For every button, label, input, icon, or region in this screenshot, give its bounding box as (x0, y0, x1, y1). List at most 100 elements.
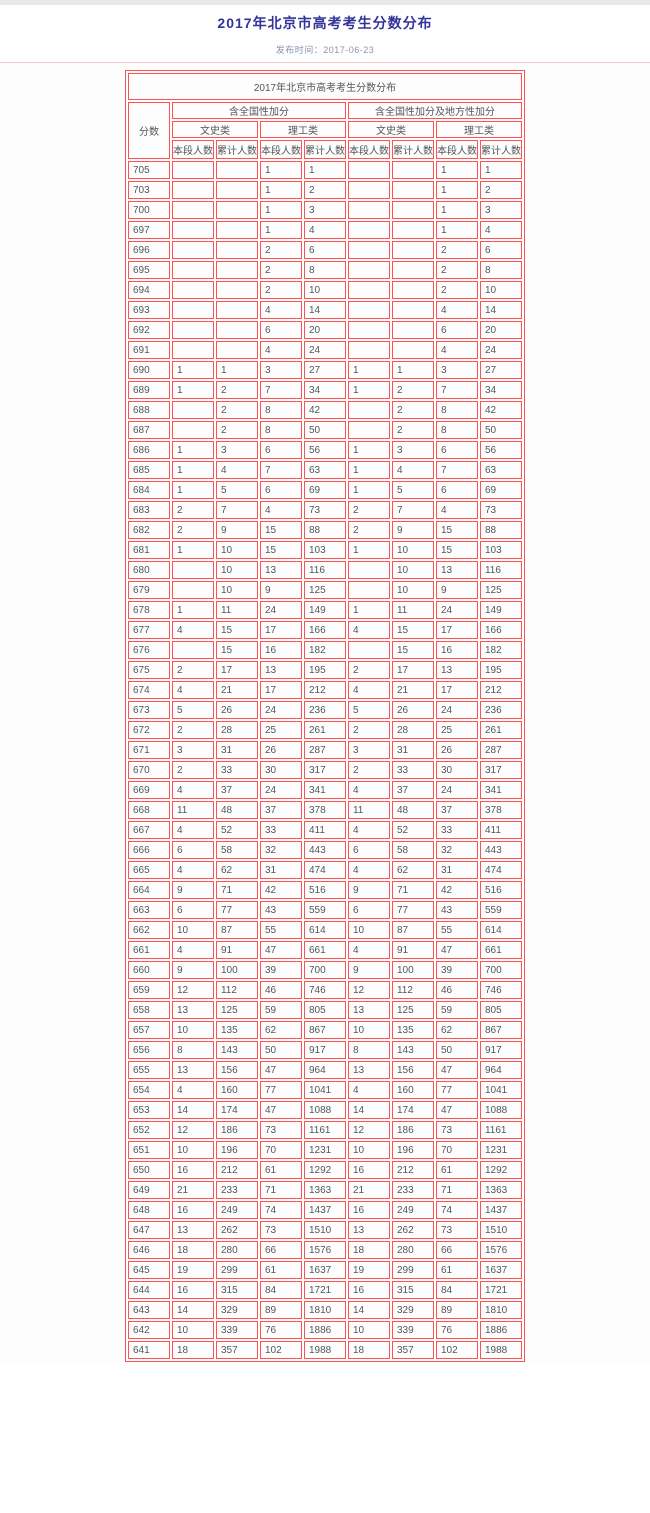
value-cell (171, 181, 214, 199)
value-cell: 10 (215, 581, 258, 599)
value-cell: 7 (435, 381, 478, 399)
value-cell: 20 (303, 321, 346, 339)
value-cell: 156 (391, 1061, 434, 1079)
value-cell: 317 (479, 761, 523, 779)
table-row: 665 4 62 31 474 4 62 31 474 (127, 861, 523, 879)
value-cell: 196 (215, 1141, 258, 1159)
score-cell: 700 (127, 201, 170, 219)
value-cell (391, 221, 434, 239)
value-cell: 1 (171, 481, 214, 499)
value-cell: 7 (391, 501, 434, 519)
value-cell: 16 (171, 1201, 214, 1219)
value-cell: 614 (479, 921, 523, 939)
value-cell: 3 (303, 201, 346, 219)
value-cell: 16 (171, 1161, 214, 1179)
value-cell: 17 (435, 681, 478, 699)
page-title: 2017年北京市高考考生分数分布 (217, 15, 433, 31)
table-row: 693 4 14 4 14 (127, 301, 523, 319)
value-cell: 27 (479, 361, 523, 379)
value-cell: 4 (259, 301, 302, 319)
value-cell: 339 (391, 1321, 434, 1339)
value-cell: 26 (391, 701, 434, 719)
score-cell: 649 (127, 1181, 170, 1199)
value-cell: 11 (171, 801, 214, 819)
value-cell (215, 301, 258, 319)
value-cell: 24 (259, 701, 302, 719)
value-cell: 24 (435, 701, 478, 719)
value-cell: 1 (347, 441, 390, 459)
value-cell: 1161 (303, 1121, 346, 1139)
value-cell: 1041 (479, 1081, 523, 1099)
score-cell: 703 (127, 181, 170, 199)
value-cell: 15 (391, 641, 434, 659)
value-cell (171, 561, 214, 579)
score-cell: 670 (127, 761, 170, 779)
value-cell: 160 (215, 1081, 258, 1099)
value-cell: 87 (391, 921, 434, 939)
value-cell: 341 (303, 781, 346, 799)
value-cell: 700 (303, 961, 346, 979)
value-cell (215, 261, 258, 279)
value-cell: 17 (391, 661, 434, 679)
value-cell: 6 (347, 901, 390, 919)
value-cell: 4 (171, 861, 214, 879)
value-cell: 1 (347, 481, 390, 499)
leaf-header-segment-count: 本段人数 (435, 140, 478, 159)
value-cell: 15 (435, 521, 478, 539)
score-cell: 660 (127, 961, 170, 979)
value-cell: 48 (215, 801, 258, 819)
value-cell (215, 321, 258, 339)
value-cell: 13 (171, 1061, 214, 1079)
value-cell: 1161 (479, 1121, 523, 1139)
value-cell (171, 581, 214, 599)
value-cell: 125 (303, 581, 346, 599)
table-row: 663 6 77 43 559 6 77 43 559 (127, 901, 523, 919)
value-cell: 31 (259, 861, 302, 879)
value-cell: 2 (171, 661, 214, 679)
value-cell: 1 (303, 161, 346, 179)
score-cell: 685 (127, 461, 170, 479)
value-cell: 1886 (303, 1321, 346, 1339)
value-cell: 24 (259, 601, 302, 619)
value-cell: 4 (347, 1081, 390, 1099)
value-cell: 1988 (303, 1341, 346, 1359)
value-cell: 10 (303, 281, 346, 299)
value-cell: 24 (435, 781, 478, 799)
value-cell (391, 321, 434, 339)
score-table-body: 705 1 1 1 1 703 1 2 1 2 700 1 3 1 3 697 1 4 1 4 696 2 6 2 6 695 2 8… (127, 161, 523, 1359)
value-cell: 233 (215, 1181, 258, 1199)
value-cell: 11 (391, 601, 434, 619)
value-cell: 10 (391, 541, 434, 559)
value-cell: 15 (435, 541, 478, 559)
score-column-header: 分数 (127, 102, 170, 159)
value-cell (347, 401, 390, 419)
score-cell: 674 (127, 681, 170, 699)
value-cell: 13 (259, 561, 302, 579)
value-cell: 50 (259, 1041, 302, 1059)
value-cell: 56 (479, 441, 523, 459)
table-row: 651 10 196 70 1231 10 196 70 1231 (127, 1141, 523, 1159)
value-cell: 4 (391, 461, 434, 479)
table-row: 652 12 186 73 1161 12 186 73 1161 (127, 1121, 523, 1139)
value-cell: 42 (259, 881, 302, 899)
table-row: 661 4 91 47 661 4 91 47 661 (127, 941, 523, 959)
value-cell: 1510 (479, 1221, 523, 1239)
value-cell: 8 (435, 421, 478, 439)
score-cell: 665 (127, 861, 170, 879)
value-cell: 39 (435, 961, 478, 979)
value-cell: 329 (391, 1301, 434, 1319)
score-cell: 683 (127, 501, 170, 519)
value-cell: 47 (435, 1101, 478, 1119)
value-cell: 964 (479, 1061, 523, 1079)
value-cell: 1 (479, 161, 523, 179)
table-row: 645 19 299 61 1637 19 299 61 1637 (127, 1261, 523, 1279)
value-cell (215, 241, 258, 259)
value-cell (391, 201, 434, 219)
value-cell: 1 (259, 161, 302, 179)
value-cell: 287 (479, 741, 523, 759)
value-cell: 70 (435, 1141, 478, 1159)
score-cell: 652 (127, 1121, 170, 1139)
value-cell: 299 (215, 1261, 258, 1279)
value-cell: 16 (347, 1161, 390, 1179)
value-cell: 61 (259, 1161, 302, 1179)
